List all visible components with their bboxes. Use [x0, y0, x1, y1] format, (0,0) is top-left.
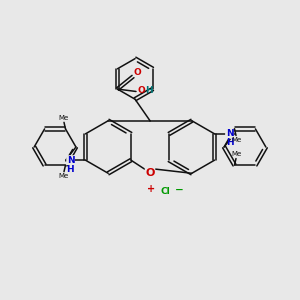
Text: H: H: [226, 138, 234, 147]
Text: H: H: [145, 86, 153, 95]
Text: O: O: [138, 86, 146, 95]
Text: Me: Me: [232, 137, 242, 143]
Text: Me: Me: [58, 173, 68, 179]
Text: +: +: [146, 184, 155, 194]
Text: Me: Me: [232, 152, 242, 158]
Text: H: H: [66, 165, 74, 174]
Text: O: O: [145, 168, 155, 178]
Text: Me: Me: [58, 115, 68, 121]
Text: Cl: Cl: [161, 187, 170, 196]
Text: N: N: [226, 129, 233, 138]
Text: N: N: [67, 156, 74, 165]
Text: −: −: [175, 184, 183, 194]
Text: O: O: [134, 68, 142, 77]
